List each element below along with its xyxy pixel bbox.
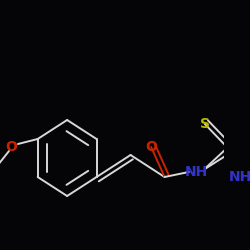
Text: NH: NH (184, 165, 208, 179)
Text: O: O (5, 140, 17, 154)
Text: NH: NH (229, 170, 250, 184)
Text: O: O (145, 140, 157, 154)
Text: S: S (200, 117, 210, 131)
